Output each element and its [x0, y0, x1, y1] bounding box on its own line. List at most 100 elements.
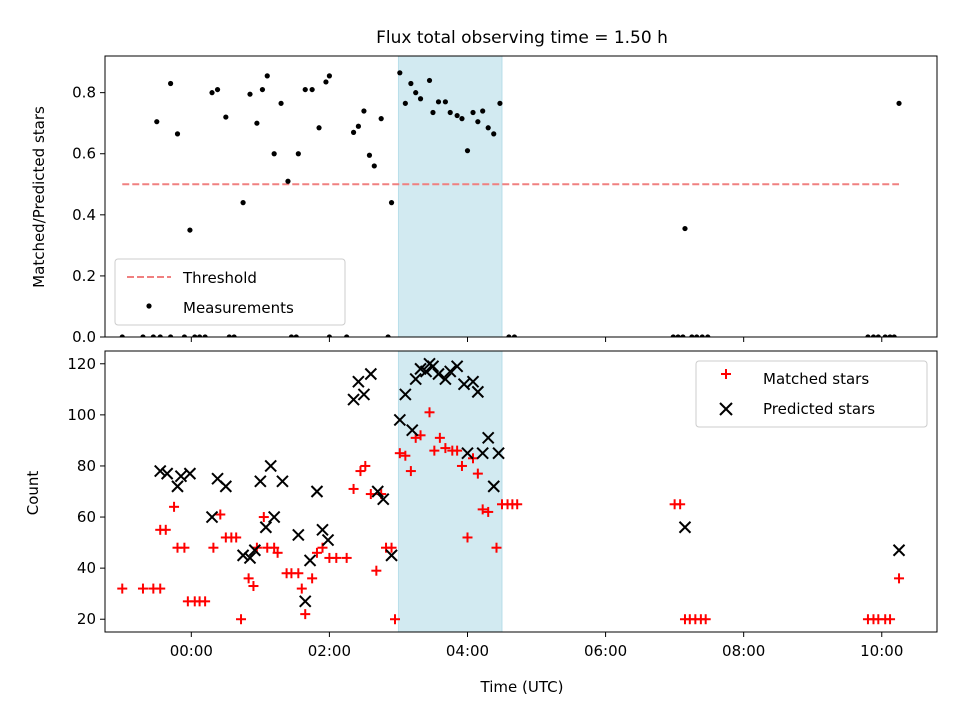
matched-stars-point	[400, 450, 411, 461]
measurements-point	[119, 334, 125, 337]
predicted-stars-point	[347, 393, 360, 406]
predicted-stars-point-b	[154, 464, 167, 478]
counts-y-axis-label: Count	[24, 471, 42, 516]
measurements-point	[506, 334, 512, 337]
matched-stars-point	[894, 573, 905, 584]
measurements-point	[231, 334, 237, 337]
predicted-stars-point	[292, 528, 305, 542]
matched-stars-legend-marker	[721, 369, 731, 379]
matched-stars-point	[885, 614, 896, 625]
predicted-stars-point	[364, 367, 378, 381]
measurements-point	[689, 334, 695, 337]
measurements-point	[491, 131, 497, 137]
measurements-point	[454, 112, 460, 119]
threshold-legend-label: Threshold	[182, 269, 257, 287]
measurements-point	[326, 334, 332, 337]
measurements-point	[240, 200, 246, 206]
predicted-stars-point	[357, 388, 371, 401]
predicted-stars-point	[236, 549, 250, 562]
predicted-stars-point-b	[377, 492, 390, 506]
predicted-stars-point-b	[276, 475, 289, 488]
predicted-stars-point	[183, 467, 197, 480]
ratio-axes: 0.0 0.2 0.4 0.6 0.8	[72, 55, 938, 346]
counts-y-tick-label: 100	[67, 406, 96, 424]
matched-stars-point	[272, 547, 283, 558]
matched-stars-point	[307, 573, 318, 584]
measurements-point	[192, 334, 198, 337]
measurements-point	[705, 334, 711, 337]
matched-stars-point	[355, 466, 366, 477]
predicted-stars-point	[264, 459, 277, 473]
matched-stars-point	[405, 466, 416, 477]
predicted-stars-point-b	[393, 413, 407, 427]
predicted-stars-point-b	[419, 365, 433, 378]
matched-stars-point	[348, 483, 359, 494]
predicted-stars-point-b	[357, 388, 371, 401]
predicted-stars-point-b	[426, 360, 440, 373]
measurements-point	[402, 100, 408, 106]
predicted-stars-point	[160, 467, 174, 480]
predicted-stars-point	[426, 360, 440, 373]
predicted-stars-point	[385, 549, 398, 562]
predicted-stars-point	[476, 446, 489, 460]
matched-stars-point	[215, 509, 226, 520]
matched-stars-point	[452, 445, 463, 456]
predicted-stars-point-b	[892, 544, 906, 557]
measurements-point	[442, 99, 448, 105]
predicted-stars-point	[219, 480, 233, 493]
predicted-stars-point-b	[174, 469, 188, 483]
matched-stars-point	[155, 583, 166, 594]
predicted-stars-point	[492, 446, 505, 460]
measurements-legend-marker	[146, 303, 152, 309]
measurements-point	[699, 334, 705, 337]
measurements-point	[271, 151, 277, 157]
predicted-stars-point-b	[481, 431, 495, 445]
measurements-point	[371, 163, 377, 169]
measurements-point	[682, 225, 688, 232]
measurements-point	[378, 116, 384, 122]
counts-x-tick-label: 02:00	[308, 642, 351, 660]
predicted-stars-point-b	[414, 362, 427, 376]
measurements-point	[223, 114, 229, 120]
predicted-stars-point	[352, 375, 365, 388]
predicted-stars-point	[259, 521, 273, 534]
predicted-stars-point	[466, 375, 480, 388]
predicted-stars-point-b	[439, 372, 452, 386]
measurements-point	[264, 73, 270, 79]
predicted-stars-point-b	[364, 367, 378, 381]
matched-stars-point	[491, 542, 502, 553]
measurements-point	[187, 227, 193, 233]
matched-stars-point	[434, 432, 445, 443]
predicted-stars-point-b	[248, 544, 262, 557]
measurements-point	[891, 334, 897, 337]
measurements-point	[316, 125, 322, 131]
matched-stars-point	[456, 460, 467, 471]
measurements-point	[475, 119, 481, 125]
predicted-stars-point	[450, 360, 464, 373]
measurements-point	[323, 79, 329, 85]
matched-stars-point	[462, 532, 473, 543]
predicted-stars-point-b	[292, 528, 305, 542]
predicted-stars-point	[171, 480, 184, 493]
measurements-point	[459, 116, 465, 122]
predicted-stars-point-b	[171, 480, 184, 493]
matched-stars-legend-label: Matched stars	[763, 370, 869, 388]
predicted-stars-point	[399, 388, 412, 401]
measurements-point	[470, 109, 476, 116]
predicted-stars-point-b	[457, 378, 471, 391]
predicted-stars-point	[254, 475, 267, 488]
counts-x-tick-label: 08:00	[722, 642, 765, 660]
measurements-point	[447, 109, 453, 116]
matched-stars-point	[371, 565, 382, 576]
matched-stars-point	[341, 552, 352, 563]
measurements-point	[167, 80, 174, 87]
matched-stars-point	[386, 542, 397, 553]
ratio-y-axis-label: Matched/Predicted stars	[30, 106, 48, 288]
predicted-stars-point-b	[211, 472, 224, 485]
counts-y-tick-label: 40	[77, 559, 96, 577]
measurements-point	[882, 334, 888, 337]
figure-title: Flux total observing time = 1.50 h	[376, 28, 668, 48]
predicted-stars-point-b	[409, 372, 422, 386]
matched-stars-point	[208, 542, 219, 553]
measurements-point	[865, 334, 871, 337]
